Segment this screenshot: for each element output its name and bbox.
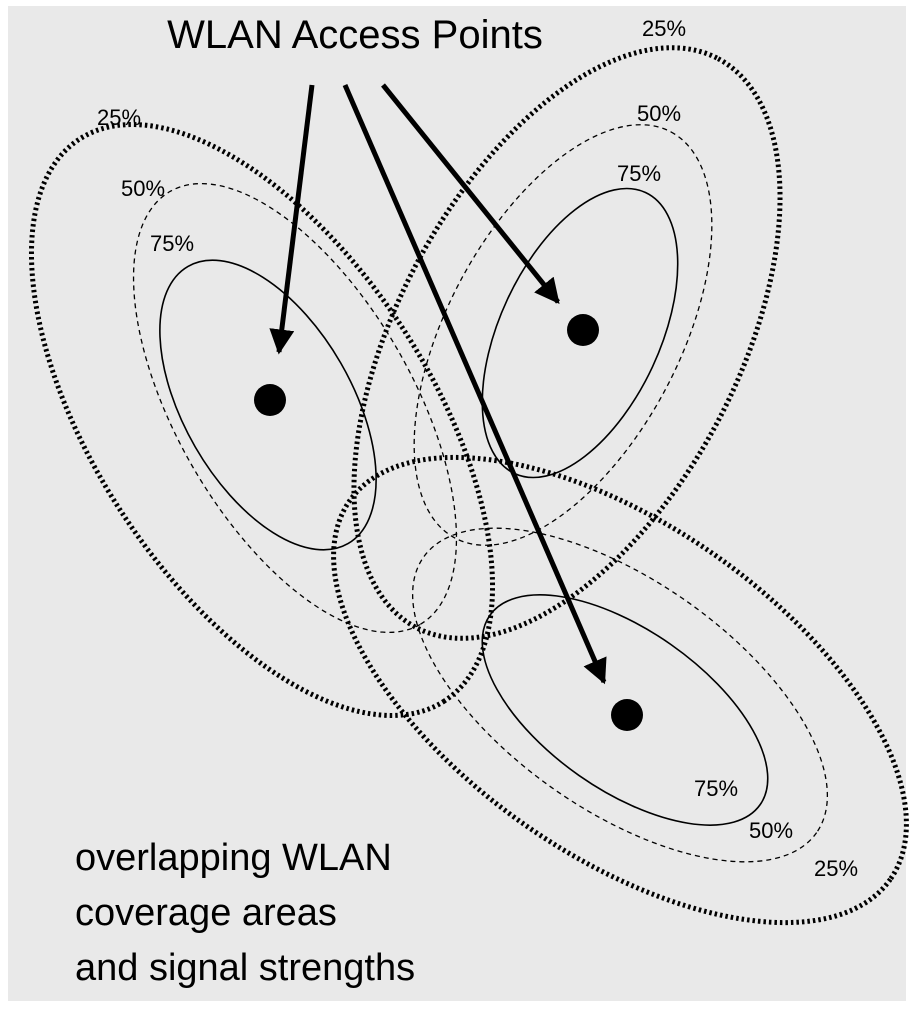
arrow xyxy=(269,84,315,355)
coverage-75 xyxy=(481,594,769,826)
coverage-25 xyxy=(351,45,783,641)
coverage-25 xyxy=(28,122,496,718)
caption-line: coverage areas xyxy=(75,892,337,934)
coverage-25 xyxy=(331,454,909,926)
coverage-bottom xyxy=(331,454,909,926)
caption-line: overlapping WLAN xyxy=(75,837,392,879)
label-50: 50% xyxy=(749,818,793,843)
access-point xyxy=(611,699,643,731)
arrow xyxy=(342,84,607,685)
label-50: 50% xyxy=(637,101,681,126)
coverage-50 xyxy=(411,527,829,863)
arrow xyxy=(381,83,560,304)
coverage-75 xyxy=(159,259,377,551)
access-point xyxy=(254,384,286,416)
label-25: 25% xyxy=(97,105,141,130)
coverage-50 xyxy=(132,182,458,634)
coverage-left xyxy=(28,122,496,718)
label-75: 75% xyxy=(694,776,738,801)
label-25: 25% xyxy=(642,16,686,41)
access-point xyxy=(567,314,599,346)
label-25: 25% xyxy=(814,856,858,881)
label-75: 75% xyxy=(150,231,194,256)
label-75: 75% xyxy=(617,161,661,186)
coverage-50 xyxy=(413,124,713,546)
background xyxy=(8,6,906,1001)
caption-line: and signal strengths xyxy=(75,947,415,989)
title: WLAN Access Points xyxy=(167,13,543,57)
label-50: 50% xyxy=(121,176,165,201)
